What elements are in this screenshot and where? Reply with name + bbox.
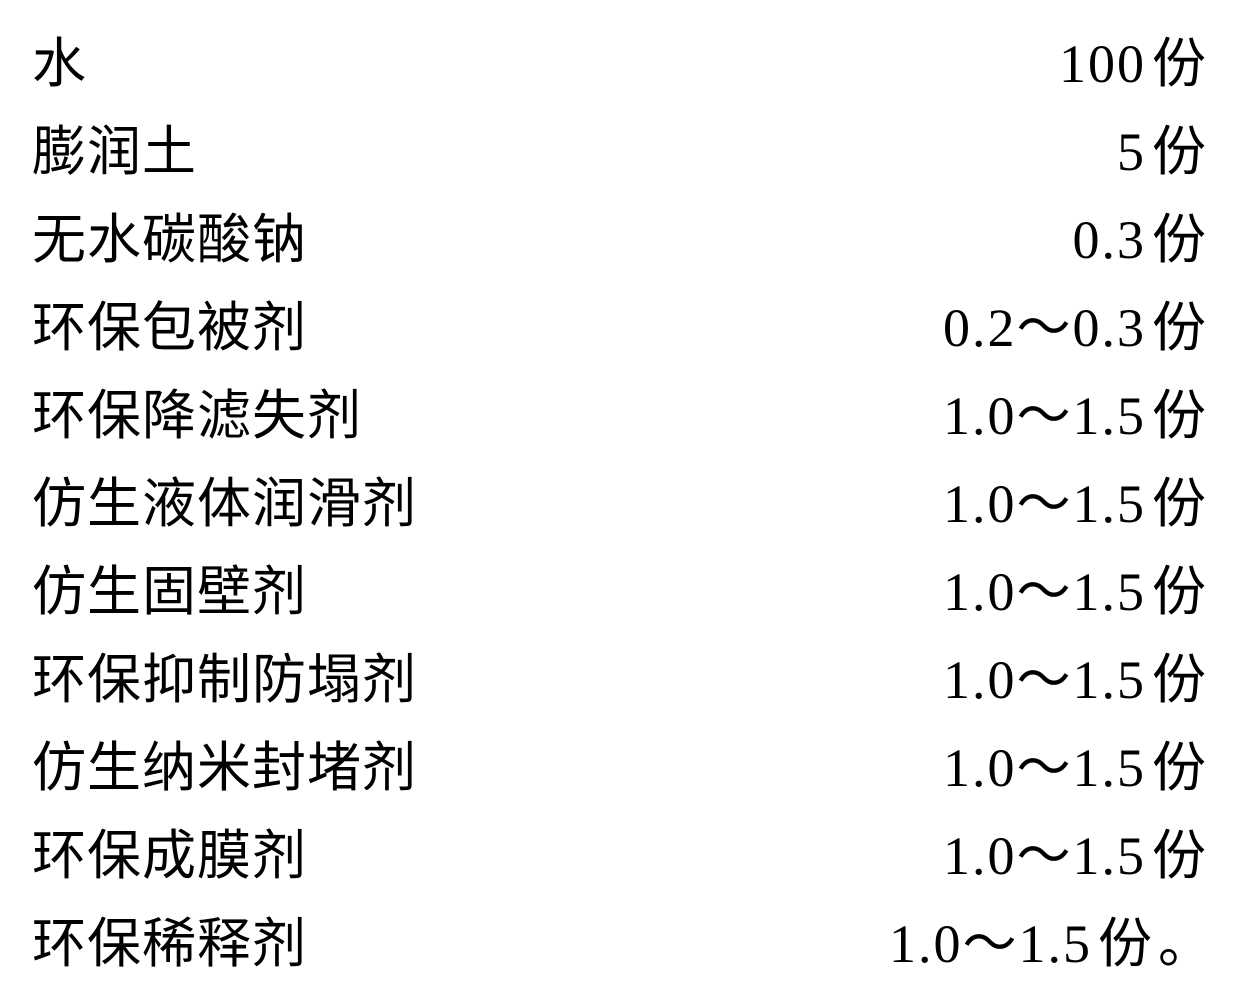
ingredient-label: 水 (32, 20, 87, 108)
ingredient-value: 1.0～1.5份 (943, 812, 1212, 900)
ingredient-label: 膨润土 (32, 108, 197, 196)
ingredient-value: 5份 (1117, 108, 1212, 196)
ingredient-value: 1.0～1.5份 (943, 548, 1212, 636)
ingredient-value: 1.0～1.5份 (943, 636, 1212, 724)
ingredient-label: 环保成膜剂 (32, 812, 307, 900)
table-row: 仿生纳米封堵剂 1.0～1.5份 (32, 724, 1212, 812)
table-row: 仿生液体润滑剂 1.0～1.5份 (32, 460, 1212, 548)
ingredient-value: 0.3份 (1073, 196, 1213, 284)
ingredient-value: 100份 (1059, 20, 1212, 108)
table-row: 环保成膜剂 1.0～1.5份 (32, 812, 1212, 900)
ingredient-value: 1.0～1.5份 (943, 460, 1212, 548)
table-row: 无水碳酸钠 0.3份 (32, 196, 1212, 284)
ingredient-label: 仿生纳米封堵剂 (32, 724, 417, 812)
table-row: 仿生固壁剂 1.0～1.5份 (32, 548, 1212, 636)
ingredient-label: 环保包被剂 (32, 284, 307, 372)
ingredient-label: 环保稀释剂 (32, 900, 307, 988)
table-row: 环保降滤失剂 1.0～1.5份 (32, 372, 1212, 460)
ingredient-label: 环保抑制防塌剂 (32, 636, 417, 724)
ingredient-value: 1.0～1.5份。 (889, 900, 1212, 988)
table-row: 膨润土 5份 (32, 108, 1212, 196)
ingredient-label: 仿生液体润滑剂 (32, 460, 417, 548)
ingredient-label: 仿生固壁剂 (32, 548, 307, 636)
table-row: 水 100份 (32, 20, 1212, 108)
ingredient-value: 0.2～0.3份 (943, 284, 1212, 372)
ingredient-value: 1.0～1.5份 (943, 372, 1212, 460)
ingredient-value: 1.0～1.5份 (943, 724, 1212, 812)
table-row: 环保稀释剂 1.0～1.5份。 (32, 900, 1212, 988)
ingredient-label: 无水碳酸钠 (32, 196, 307, 284)
table-row: 环保包被剂 0.2～0.3份 (32, 284, 1212, 372)
ingredient-label: 环保降滤失剂 (32, 372, 362, 460)
ingredient-table: 水 100份 膨润土 5份 无水碳酸钠 0.3份 环保包被剂 0.2～0.3份 … (0, 0, 1240, 1008)
table-row: 环保抑制防塌剂 1.0～1.5份 (32, 636, 1212, 724)
